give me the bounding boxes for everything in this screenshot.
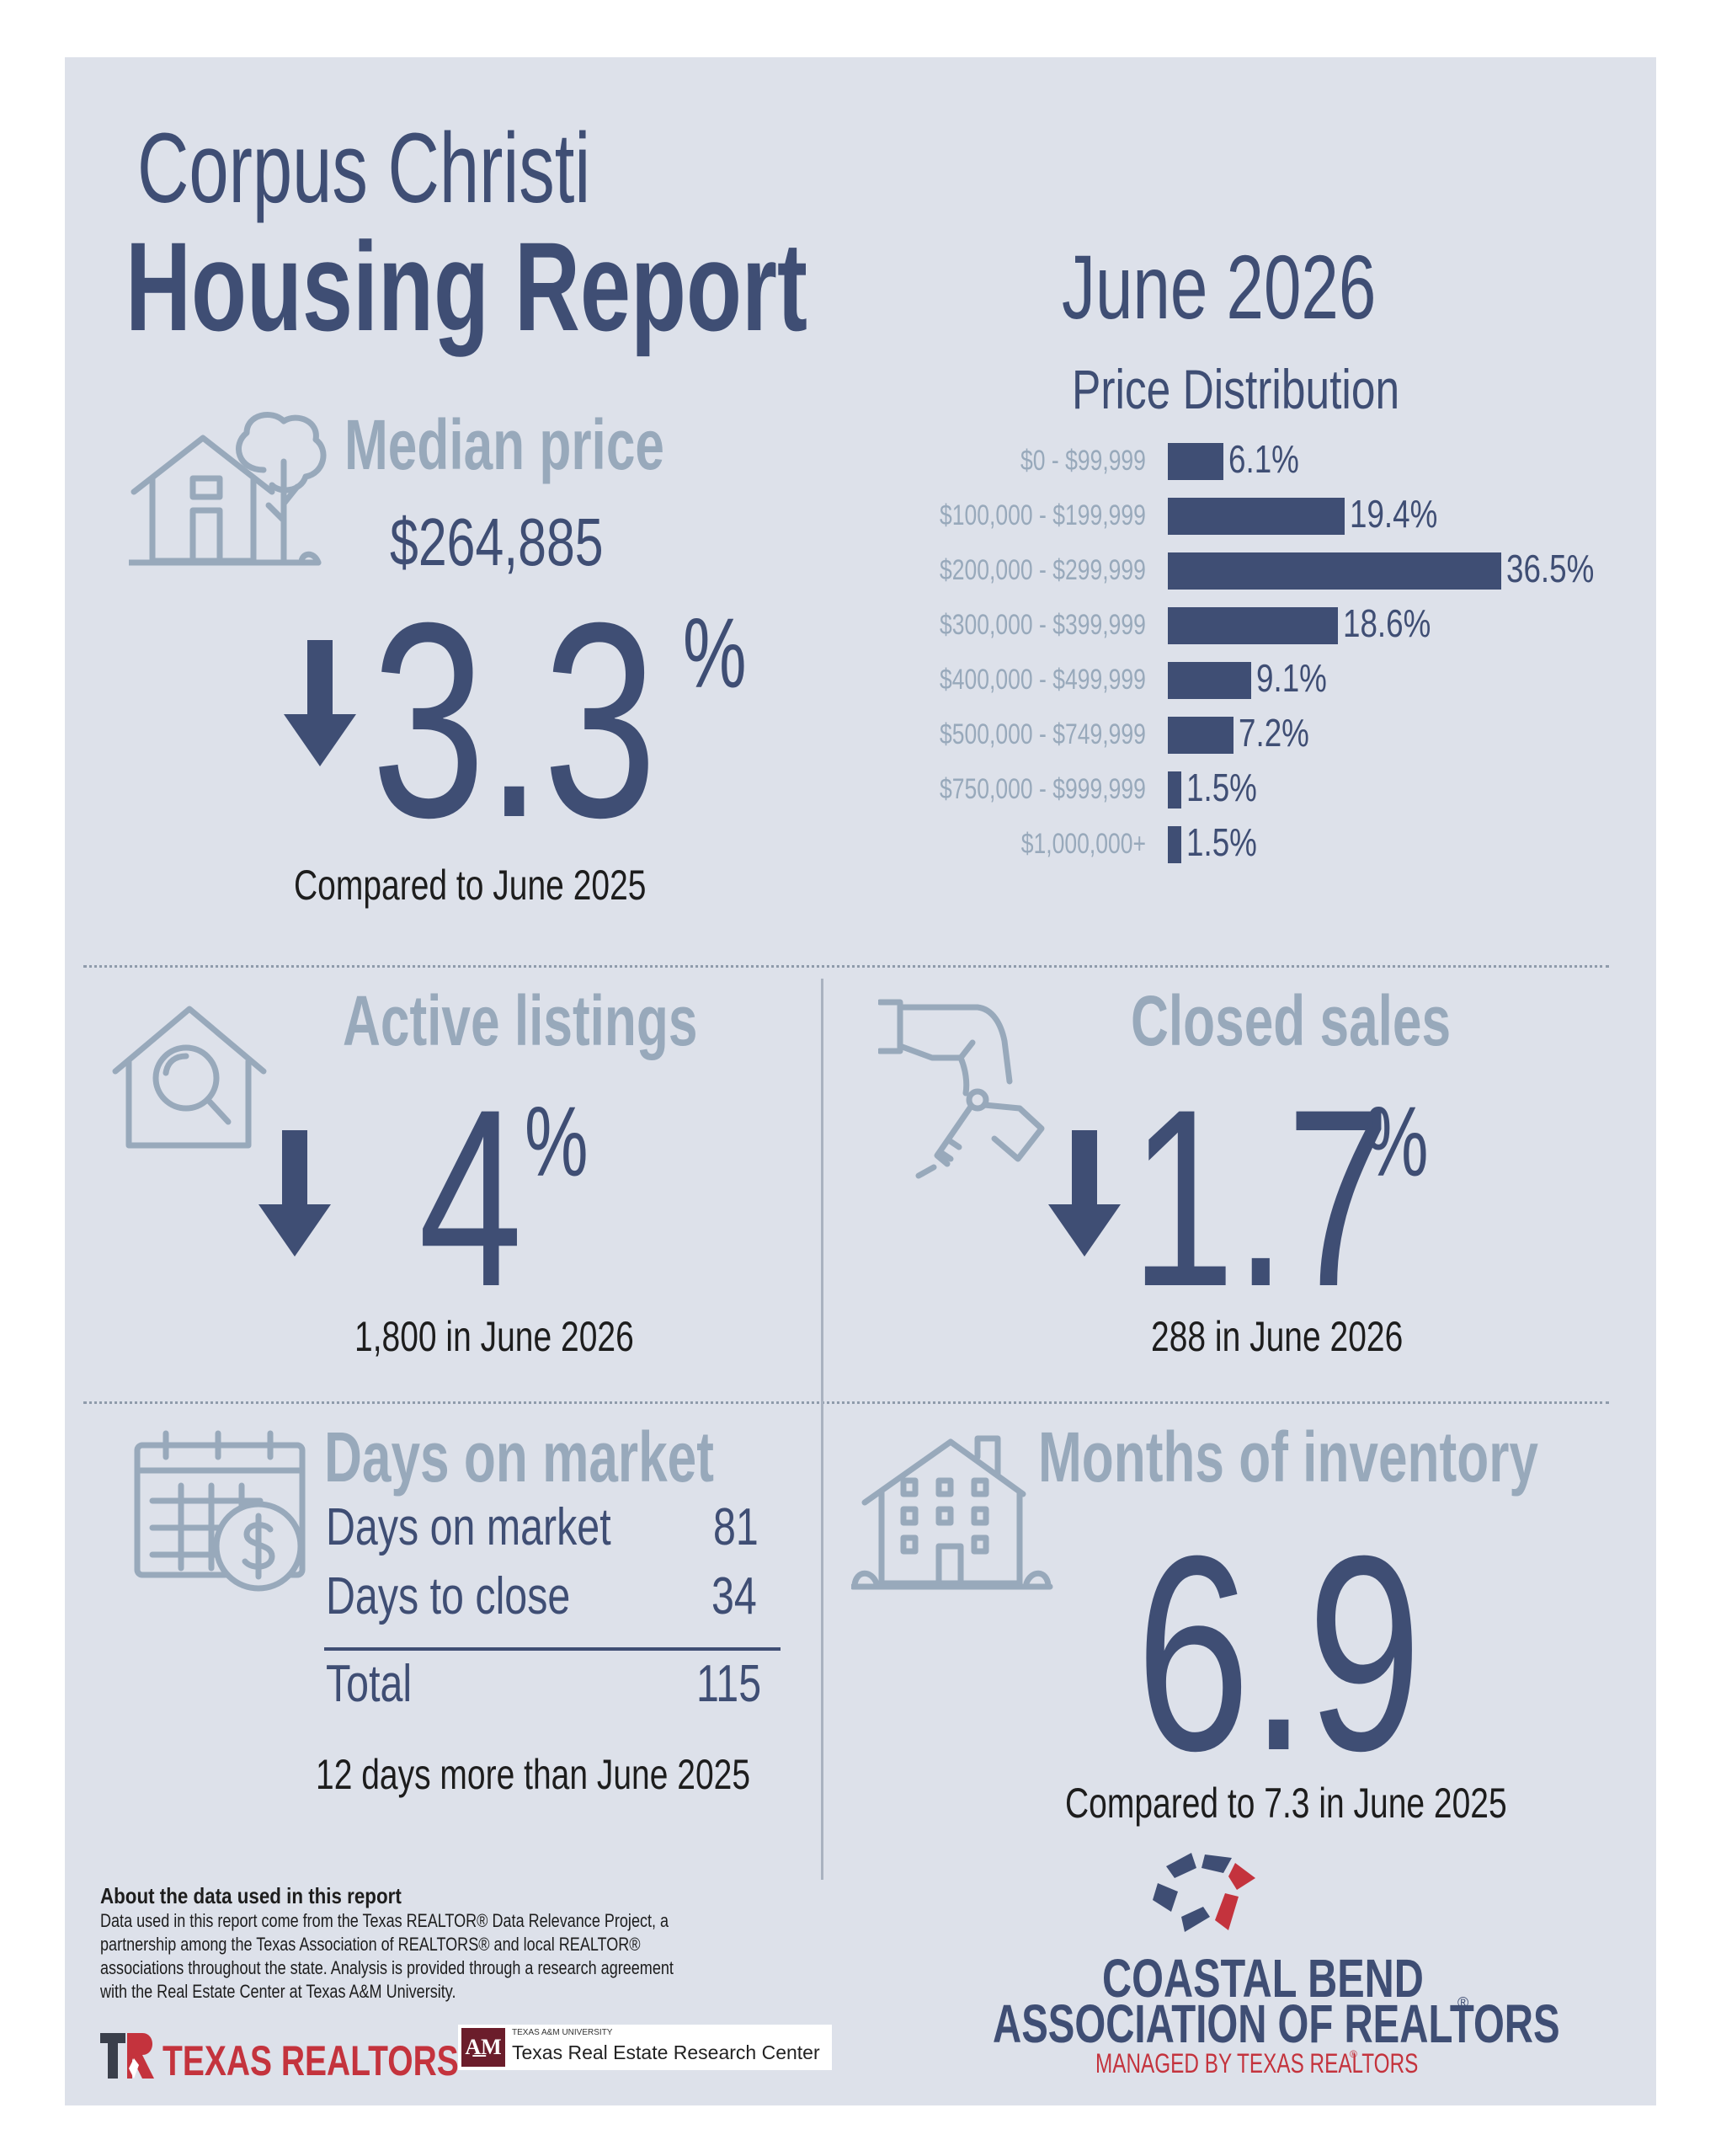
report-title: Housing Report: [125, 216, 807, 357]
price-range-label: $750,000 - $999,999: [940, 773, 1146, 805]
total-row-value: 115: [696, 1655, 762, 1713]
months-inventory-value: 6.9: [1136, 1497, 1422, 1808]
apartment-building-icon: [851, 1435, 1053, 1593]
association-name-line2: ASSOCIATION OF REALTORS: [993, 1993, 1560, 2054]
texas-realtors-wordmark: TEXAS REALTORS: [163, 2037, 459, 2084]
price-range-label: $500,000 - $749,999: [940, 718, 1146, 750]
active-listings-percent-sign: %: [525, 1086, 589, 1198]
days-on-market-note: 12 days more than June 2025: [316, 1751, 751, 1798]
price-distribution-heading: Price Distribution: [1072, 358, 1400, 420]
dtc-row-value: 34: [711, 1567, 757, 1625]
closed-sales-percent-sign: %: [1365, 1086, 1429, 1198]
dtc-row-label: Days to close: [326, 1567, 571, 1625]
price-range-label: $1,000,000+: [1020, 828, 1146, 860]
price-range-label: $0 - $99,999: [1020, 445, 1146, 477]
divider-middle: [83, 1401, 1609, 1404]
texas-realtors-mark-icon: [100, 2033, 154, 2079]
down-arrow-icon: [282, 640, 358, 766]
divider-vertical: [821, 979, 823, 1880]
dom-row-value: 81: [713, 1498, 759, 1556]
price-bar: [1168, 443, 1223, 480]
active-listings-heading: Active listings: [343, 981, 698, 1060]
price-bar: [1168, 771, 1181, 808]
closed-sales-heading: Closed sales: [1131, 981, 1452, 1060]
tamu-small-label: TEXAS A&M UNIVERSITY: [512, 2028, 613, 2037]
house-tree-icon: [129, 411, 331, 571]
months-inventory-heading: Months of inventory: [1038, 1417, 1538, 1497]
star-mark-icon: [1153, 1853, 1255, 1932]
price-bar: [1168, 498, 1345, 535]
total-row-label: Total: [326, 1655, 413, 1713]
about-line: with the Real Estate Center at Texas A&M…: [100, 1981, 456, 2002]
down-arrow-icon: [1047, 1130, 1122, 1257]
tamu-logo: A͟M TEXAS A&M UNIVERSITY Texas Real Esta…: [458, 2025, 832, 2070]
active-listings-change: 4: [418, 1056, 523, 1339]
managed-registered-mark: ®: [1350, 2048, 1357, 2060]
price-range-label: $100,000 - $199,999: [940, 499, 1146, 531]
city-title: Corpus Christi: [137, 113, 591, 224]
divider-top: [83, 965, 1609, 968]
about-heading: About the data used in this report: [100, 1883, 402, 1908]
price-bar: [1168, 607, 1338, 644]
price-bar-value: 1.5%: [1186, 766, 1257, 809]
price-range-label: $400,000 - $499,999: [940, 664, 1146, 696]
price-bar-value: 18.6%: [1343, 601, 1431, 645]
about-line: associations throughout the state. Analy…: [100, 1957, 674, 1978]
median-price-change: 3.3: [371, 564, 658, 875]
association-registered-mark: ®: [1457, 1994, 1469, 2011]
price-bar-value: 6.1%: [1228, 437, 1299, 481]
tamu-center-label: Texas Real Estate Research Center: [512, 2041, 820, 2063]
price-bar: [1168, 826, 1181, 863]
median-price-heading: Median price: [344, 405, 664, 484]
report-period: June 2026: [1062, 236, 1377, 338]
price-bar-value: 1.5%: [1186, 820, 1257, 864]
median-price-value: $264,885: [390, 504, 604, 579]
hand-keys-icon: [878, 999, 1047, 1181]
price-bar-value: 19.4%: [1350, 492, 1438, 536]
price-distribution-chart: $0 - $99,999 6.1% $100,000 - $199,999 19.4%…: [65, 57, 1656, 942]
about-line: partnership among the Texas Association …: [100, 1934, 641, 1955]
price-bar-value: 36.5%: [1506, 547, 1595, 590]
report-panel: Corpus Christi Housing Report June 2026 …: [65, 57, 1656, 2105]
price-range-label: $300,000 - $399,999: [940, 609, 1146, 641]
house-search-icon: [112, 1002, 267, 1150]
calendar-dollar-icon: [134, 1430, 311, 1595]
down-arrow-icon: [257, 1130, 333, 1257]
price-bar: [1168, 552, 1501, 590]
dom-row-label: Days on market: [326, 1498, 611, 1556]
price-bar: [1168, 717, 1233, 754]
tamu-mark-icon: A͟M: [461, 2028, 505, 2067]
texas-realtors-logo: TEXAS REALTORS: [100, 2033, 459, 2084]
closed-sales-note: 288 in June 2026: [1151, 1313, 1404, 1360]
median-price-note: Compared to June 2025: [294, 862, 647, 909]
closed-sales-change: 1.7: [1131, 1056, 1391, 1339]
days-on-market-heading: Days on market: [324, 1417, 714, 1497]
about-line: Data used in this report come from the T…: [100, 1910, 669, 1931]
total-rule: [324, 1647, 781, 1651]
price-range-label: $200,000 - $299,999: [940, 554, 1146, 586]
active-listings-note: 1,800 in June 2026: [354, 1313, 634, 1360]
coastal-bend-logo: COASTAL BEND ASSOCIATION OF REALTORS ® M…: [983, 1849, 1560, 2119]
price-bar-value: 7.2%: [1239, 711, 1309, 755]
price-bar-value: 9.1%: [1256, 656, 1327, 700]
median-price-percent-sign: %: [683, 598, 747, 709]
association-name-line1: COASTAL BEND: [1102, 1948, 1424, 2009]
months-inventory-note: Compared to 7.3 in June 2025: [1065, 1780, 1507, 1827]
price-bar: [1168, 662, 1251, 699]
about-section: About the data used in this report Data …: [100, 1883, 799, 2004]
association-managed-by: MANAGED BY TEXAS REALTORS: [1095, 2048, 1419, 2079]
